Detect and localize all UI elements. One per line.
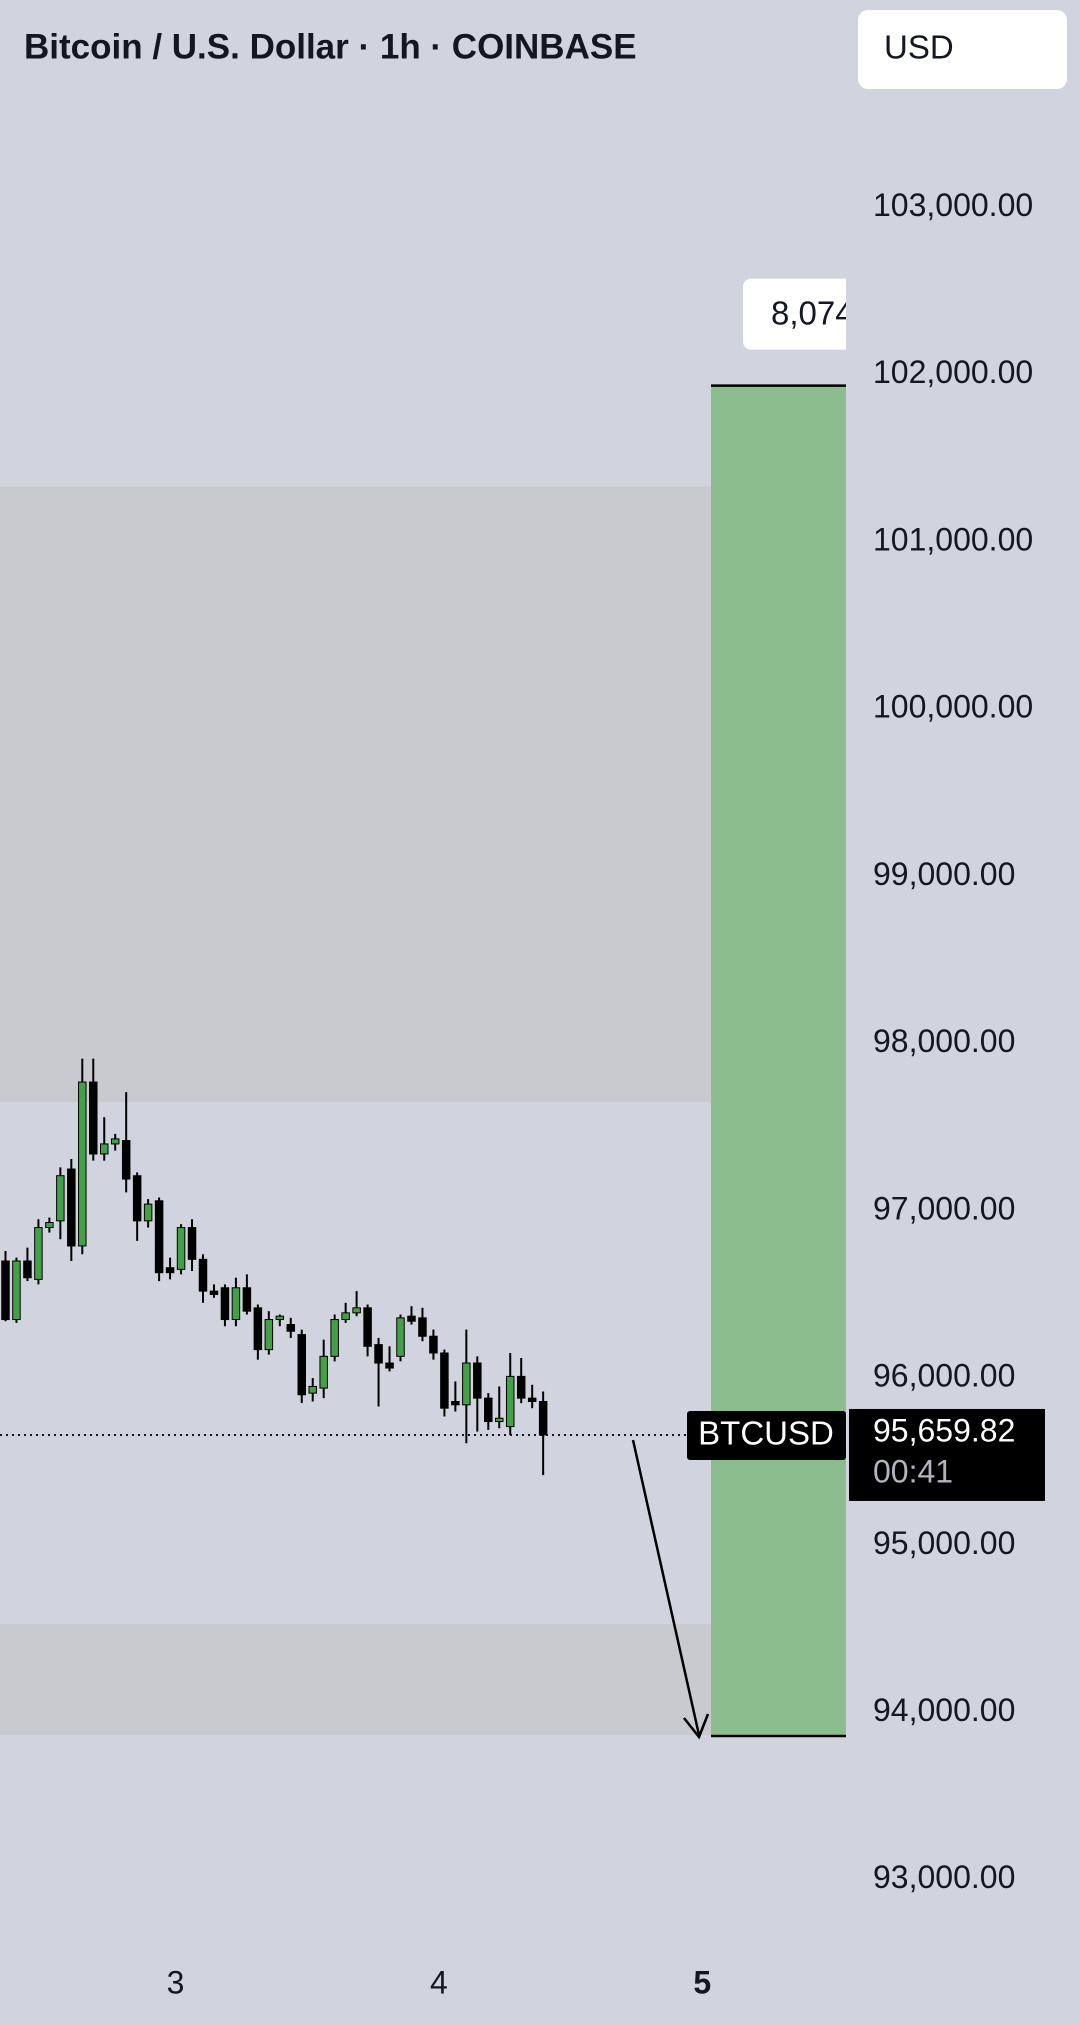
candle-body xyxy=(297,1334,307,1396)
y-tick-label: 93,000.00 xyxy=(873,1859,1015,1895)
y-tick-label: 97,000.00 xyxy=(873,1190,1015,1226)
x-tick-label: 3 xyxy=(167,1964,185,2000)
y-tick-label: 98,000.00 xyxy=(873,1023,1015,1059)
candle-body xyxy=(308,1385,317,1394)
y-tick-label: 101,000.00 xyxy=(873,521,1033,557)
candle-body xyxy=(198,1258,208,1292)
candle-body xyxy=(484,1397,493,1423)
candle-body xyxy=(110,1138,120,1145)
candle-body xyxy=(451,1400,460,1406)
candle-body xyxy=(99,1143,109,1155)
candle-body xyxy=(363,1307,372,1347)
candle-body xyxy=(396,1317,405,1357)
candle-body xyxy=(374,1344,383,1364)
currency-label[interactable]: USD xyxy=(884,29,954,66)
arrow-head xyxy=(683,1713,710,1740)
y-tick-label: 94,000.00 xyxy=(873,1692,1015,1728)
overlay: 8,074 BTCUSD 95,659.82 00:41 xyxy=(687,278,1045,1501)
candle-body xyxy=(538,1400,548,1436)
currency-button[interactable] xyxy=(858,10,1067,89)
candle-body xyxy=(341,1312,350,1321)
last-price-label: 95,659.82 xyxy=(873,1412,1015,1448)
candle-body xyxy=(78,1081,87,1247)
y-tick-label: 102,000.00 xyxy=(873,354,1033,390)
y-tick-label: 99,000.00 xyxy=(873,856,1015,892)
candle-body xyxy=(165,1267,175,1274)
candle-body xyxy=(385,1362,394,1369)
candle-body xyxy=(473,1362,482,1399)
candle-body xyxy=(462,1362,471,1406)
symbol-text: BTCUSD xyxy=(698,1415,834,1452)
candle-body xyxy=(121,1140,131,1180)
candle-body xyxy=(319,1355,328,1389)
price-zone xyxy=(0,486,711,1103)
arrow-shaft xyxy=(631,1439,701,1736)
candle-body xyxy=(231,1287,241,1321)
candle-body xyxy=(495,1417,504,1423)
candle-body xyxy=(264,1319,274,1351)
candle-body xyxy=(286,1324,296,1332)
target-zone xyxy=(711,385,846,1736)
candle-body xyxy=(275,1315,285,1321)
candle-body xyxy=(352,1307,361,1314)
candle-body xyxy=(527,1397,537,1402)
x-tick-label: 4 xyxy=(430,1964,448,2000)
candle-body xyxy=(143,1203,153,1222)
candle-body xyxy=(12,1260,21,1321)
candle-body xyxy=(330,1319,339,1357)
y-tick-label: 100,000.00 xyxy=(873,689,1033,725)
price-box xyxy=(849,1408,1045,1501)
candle-body xyxy=(56,1175,65,1222)
candle-body xyxy=(429,1335,438,1354)
candle-body xyxy=(154,1200,164,1274)
candle-body xyxy=(440,1352,449,1409)
candle-body xyxy=(23,1260,32,1279)
y-tick-label: 103,000.00 xyxy=(873,187,1033,223)
candle-body xyxy=(34,1227,43,1280)
chart-title: Bitcoin / U.S. Dollar · 1h · COINBASE xyxy=(24,27,637,66)
candle-body xyxy=(407,1315,416,1322)
zones xyxy=(0,384,846,1738)
candle-body xyxy=(176,1227,186,1270)
candle-body xyxy=(505,1375,515,1428)
countdown: 00:41 xyxy=(873,1453,953,1489)
candle-body xyxy=(132,1175,142,1222)
candle-body xyxy=(516,1375,526,1399)
candle-body xyxy=(187,1227,197,1260)
candle-body xyxy=(242,1287,252,1312)
target-label: 8,074 xyxy=(743,278,854,350)
candle-body xyxy=(209,1290,219,1295)
candle-body xyxy=(67,1168,76,1247)
plot xyxy=(0,1058,687,1476)
candle-body xyxy=(89,1081,98,1155)
y-tick-label: 96,000.00 xyxy=(873,1358,1015,1394)
candle-body xyxy=(45,1222,54,1229)
target-label-text: 8,074 xyxy=(771,294,854,331)
y-tick-label: 95,000.00 xyxy=(873,1525,1015,1561)
target-label-box xyxy=(743,278,846,350)
price-zone xyxy=(0,1623,711,1735)
candle-body xyxy=(1,1260,10,1321)
candle-body xyxy=(253,1307,263,1351)
x-tick-label: 5 xyxy=(693,1964,711,2000)
symbol-tag xyxy=(687,1410,846,1460)
candle-body xyxy=(418,1317,427,1337)
candle-body xyxy=(220,1287,230,1321)
